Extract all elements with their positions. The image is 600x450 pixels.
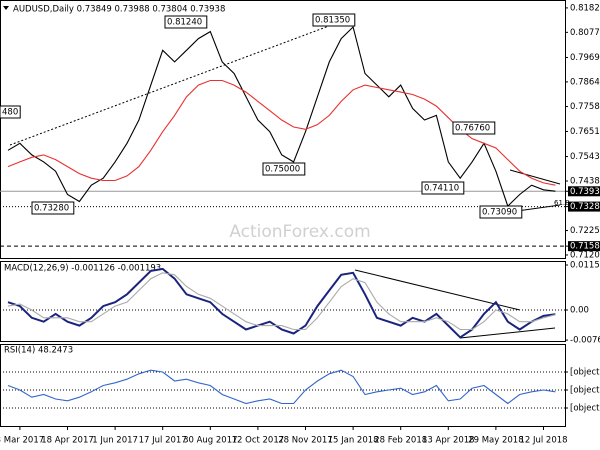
annotation: 0.81350 bbox=[315, 16, 350, 26]
x-tick-label: 28 Nov 2017 bbox=[278, 436, 332, 446]
x-tick-label: 3 Mar 2017 bbox=[0, 436, 44, 446]
annotation: 0.76760 bbox=[455, 124, 490, 134]
tick-highlight bbox=[568, 201, 600, 212]
annotation-box bbox=[479, 205, 523, 219]
y-tick-label: [object Object] bbox=[570, 404, 600, 414]
x-tick-label: 15 Jan 2018 bbox=[328, 436, 379, 446]
annotation: 61.8 bbox=[554, 199, 570, 207]
trend-line bbox=[459, 327, 556, 339]
tick-highlight bbox=[568, 186, 600, 197]
y-tick-label: 0.73280 bbox=[570, 202, 600, 212]
chart-title: AUDUSD,Daily 0.73849 0.73988 0.73804 0.7… bbox=[13, 5, 225, 15]
y-tick-label: [object Object] bbox=[570, 368, 600, 378]
y-tick-label: [object Object] bbox=[570, 386, 600, 396]
annotation-box bbox=[421, 181, 465, 195]
annotation-box bbox=[164, 15, 208, 29]
macd-panel bbox=[0, 261, 566, 342]
annotation: 0.81240 bbox=[167, 18, 202, 28]
annotation: 480 bbox=[2, 108, 18, 118]
macd-title: MACD(12,26,9) -0.001126 -0.001193 bbox=[4, 264, 161, 274]
price-panel bbox=[0, 0, 566, 259]
y-tick-label: -0.007694 bbox=[570, 336, 600, 346]
annotation-box bbox=[452, 121, 496, 135]
y-tick-label: 0.011506 bbox=[570, 260, 600, 270]
rsi-title: RSI(14) 48.2473 bbox=[4, 346, 73, 356]
tick-highlight bbox=[568, 241, 600, 252]
x-tick-label: 29 May 2018 bbox=[468, 436, 523, 446]
y-tick-label: 0.73938 bbox=[570, 187, 600, 197]
x-tick-label: 30 Aug 2017 bbox=[183, 436, 237, 446]
annotation-box bbox=[262, 162, 306, 176]
annotation: 0.73280 bbox=[34, 204, 69, 214]
series-line bbox=[7, 272, 556, 331]
trend-line bbox=[354, 269, 521, 311]
x-tick-label: 12 Jul 2018 bbox=[519, 436, 567, 446]
x-tick-label: 28 Feb 2018 bbox=[374, 436, 427, 446]
title-arrow bbox=[3, 6, 9, 10]
x-tick-label: 13 Apr 2018 bbox=[422, 436, 475, 446]
annotation: 0.73090 bbox=[482, 208, 517, 218]
annotation-box bbox=[31, 201, 75, 215]
x-tick-label: 12 Oct 2017 bbox=[232, 436, 285, 446]
y-tick-label: 0.00 bbox=[570, 305, 589, 315]
x-tick-label: 1 Jun 2017 bbox=[92, 436, 138, 446]
series-line bbox=[7, 25, 556, 208]
annotation-box bbox=[0, 105, 21, 119]
trend-line bbox=[9, 19, 346, 146]
watermark: ActionForex.com bbox=[229, 222, 370, 242]
annotation: 0.75000 bbox=[265, 165, 300, 175]
annotation-box bbox=[312, 13, 356, 27]
series-line bbox=[7, 267, 556, 339]
x-tick-label: 18 Apr 2017 bbox=[41, 436, 94, 446]
series-line bbox=[7, 369, 556, 405]
x-tick-label: 17 Jul 2017 bbox=[139, 436, 187, 446]
rsi-panel bbox=[0, 344, 566, 427]
trend-line bbox=[509, 169, 561, 185]
annotation: 0.74110 bbox=[424, 184, 459, 194]
